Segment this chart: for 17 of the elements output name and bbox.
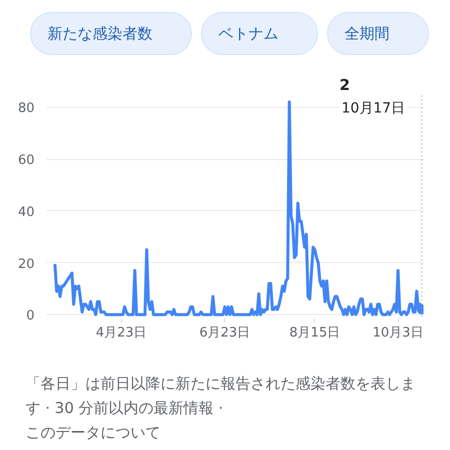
text: このデータについて (26, 424, 160, 442)
line-series (53, 100, 424, 316)
text: 全期間 (344, 24, 390, 42)
x-tick-label: 8月15日 (289, 326, 340, 340)
x-tick-label: 10月3日 (372, 326, 424, 340)
x-tick-label: 6月23日 (199, 326, 250, 340)
y-tick-label: 0 (26, 308, 35, 324)
y-tick-label: 80 (18, 101, 35, 116)
y-tick-label: 60 (18, 153, 35, 168)
text: 「各日」は前日以降に新たに報告された感染者数を表します · 30 分前以内の最新情報 · (26, 374, 416, 417)
y-tick-label: 20 (18, 256, 35, 272)
text: ベトナム (218, 24, 278, 42)
ref-line-label: 10月17日 (341, 100, 406, 116)
text: 2 (339, 76, 350, 94)
y-tick-label: 40 (18, 204, 35, 220)
x-tick-label: 4月23日 (96, 326, 147, 340)
text: 新たな感染者数 (48, 24, 152, 42)
